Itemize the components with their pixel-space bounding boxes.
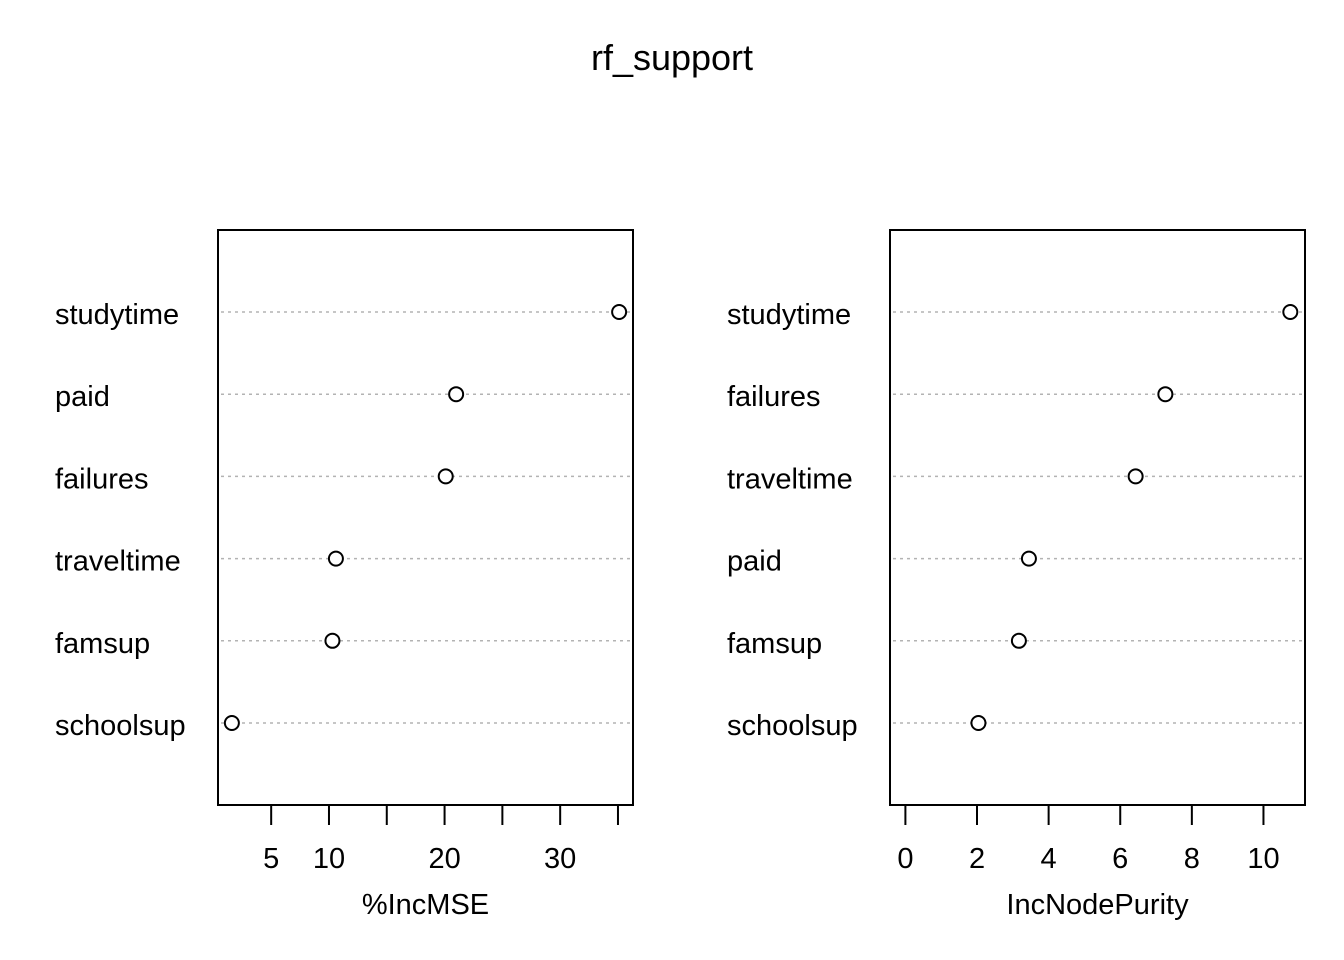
row-label: studytime <box>55 299 179 331</box>
x-tick-label: 10 <box>313 843 345 875</box>
x-tick-label: 30 <box>544 843 576 875</box>
plot-frame <box>217 229 634 806</box>
data-point <box>1282 304 1299 320</box>
row-label: paid <box>727 546 782 578</box>
data-point <box>1010 632 1027 649</box>
row-label: paid <box>55 381 110 413</box>
x-tick-label: 4 <box>1041 843 1057 875</box>
x-tick-label: 6 <box>1112 843 1128 875</box>
row-label: failures <box>55 463 149 495</box>
data-point <box>223 715 240 731</box>
panel-inc-mse: studytime paid failures traveltime famsup sch… <box>55 229 634 921</box>
row-label: failures <box>727 381 821 413</box>
x-tick-label: 0 <box>897 843 913 875</box>
row-label: traveltime <box>727 463 853 495</box>
data-point <box>611 304 628 320</box>
row-label: schoolsup <box>55 710 186 742</box>
row-label: studytime <box>727 299 851 331</box>
row-label: famsup <box>55 628 150 660</box>
x-tick-label: 5 <box>263 843 279 875</box>
data-point <box>1127 468 1144 485</box>
panel-inc-node-purity: studytime failures traveltime paid famsup sch… <box>727 229 1306 921</box>
x-tick-label: 20 <box>428 843 460 875</box>
data-point <box>324 632 341 649</box>
x-tick-label: 2 <box>969 843 985 875</box>
data-point <box>448 386 465 403</box>
row-label: traveltime <box>55 546 181 578</box>
data-point <box>970 715 987 731</box>
chart-title: rf_support <box>591 37 753 78</box>
row-label: schoolsup <box>727 710 858 742</box>
plot-frame <box>889 229 1306 806</box>
x-tick-label: 10 <box>1247 843 1279 875</box>
data-point <box>1157 386 1174 403</box>
data-point <box>437 468 454 485</box>
data-point <box>1020 550 1037 567</box>
x-axis-label: %IncMSE <box>362 889 489 921</box>
data-point <box>327 550 344 567</box>
x-tick-label: 8 <box>1184 843 1200 875</box>
row-label: famsup <box>727 628 822 660</box>
x-axis-label: IncNodePurity <box>1006 889 1189 921</box>
